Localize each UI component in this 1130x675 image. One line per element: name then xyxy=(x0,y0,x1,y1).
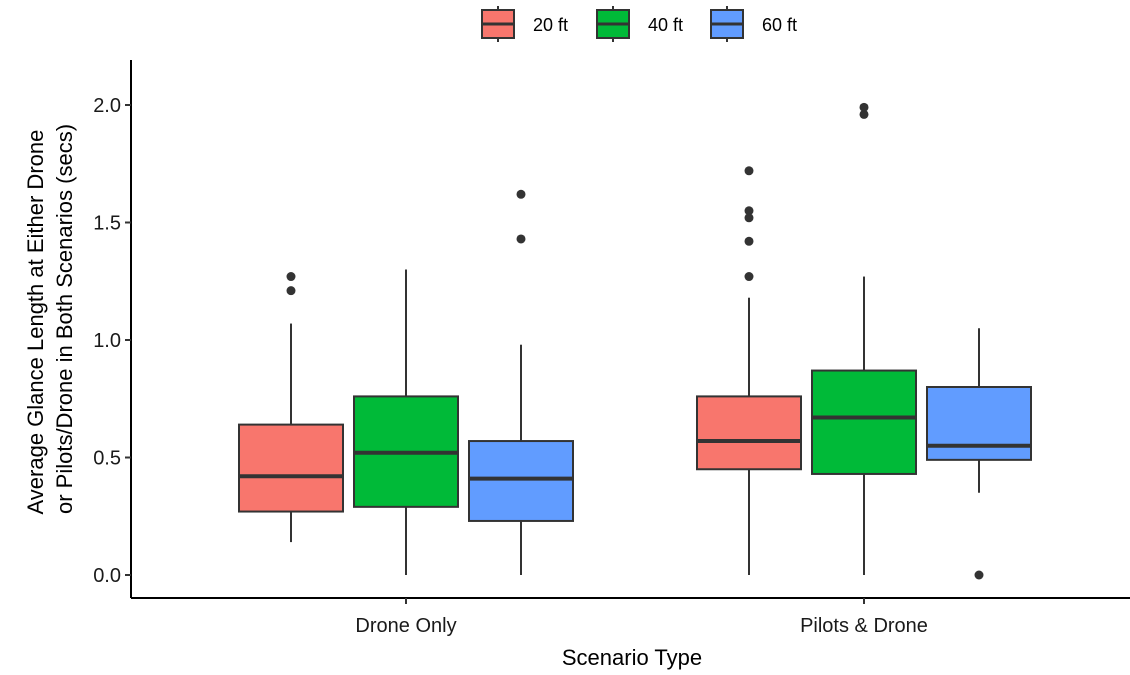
iqr-box xyxy=(696,395,802,471)
y-tick-label: 1.0 xyxy=(93,330,121,352)
outlier-point xyxy=(974,570,984,580)
outlier-point xyxy=(859,102,869,112)
outlier-point xyxy=(516,189,526,199)
box-60-ft-2 xyxy=(926,328,1032,580)
legend-item-20-ft: 20 ft xyxy=(481,6,568,42)
outlier-point xyxy=(286,286,296,296)
iqr-box xyxy=(238,423,344,513)
y-tick-label: 2.0 xyxy=(93,95,121,117)
outlier-point xyxy=(744,213,754,223)
box-40-ft-2 xyxy=(811,102,917,575)
y-tick-label: 0.5 xyxy=(93,448,121,470)
iqr-box xyxy=(926,386,1032,461)
x-axis: Drone Only Pilots & Drone xyxy=(131,597,1130,637)
outlier-point xyxy=(744,272,754,282)
y-axis: 0.0 0.5 1.0 1.5 2.0 xyxy=(93,60,132,598)
outlier-point xyxy=(744,166,754,176)
x-axis-title: Scenario Type xyxy=(562,645,702,670)
y-axis-title: Average Glance Length at Either Drone or… xyxy=(23,124,77,515)
legend-item-40-ft: 40 ft xyxy=(596,6,683,42)
iqr-box xyxy=(468,440,574,522)
box-20-ft-2 xyxy=(696,166,802,575)
x-tick-label: Drone Only xyxy=(355,615,456,637)
outlier-point xyxy=(744,236,754,246)
legend-label: 40 ft xyxy=(648,15,683,35)
y-axis-title-line-2: or Pilots/Drone in Both Scenarios (secs) xyxy=(52,124,77,514)
iqr-box xyxy=(811,369,917,475)
legend-label: 20 ft xyxy=(533,15,568,35)
outlier-point xyxy=(859,109,869,119)
plot-area xyxy=(238,102,1032,580)
outlier-point xyxy=(744,206,754,216)
box-20-ft-1 xyxy=(238,272,344,543)
legend: 20 ft 40 ft 60 ft xyxy=(481,6,797,42)
y-tick-label: 0.0 xyxy=(93,565,121,587)
box-60-ft-1 xyxy=(468,189,574,575)
legend-item-60-ft: 60 ft xyxy=(710,6,797,42)
y-tick-label: 1.5 xyxy=(93,213,121,235)
y-axis-title-line-1: Average Glance Length at Either Drone xyxy=(23,130,48,515)
legend-label: 60 ft xyxy=(762,15,797,35)
outlier-point xyxy=(286,272,296,282)
outlier-point xyxy=(516,234,526,244)
box-40-ft-1 xyxy=(353,269,459,575)
x-tick-label: Pilots & Drone xyxy=(800,615,928,637)
